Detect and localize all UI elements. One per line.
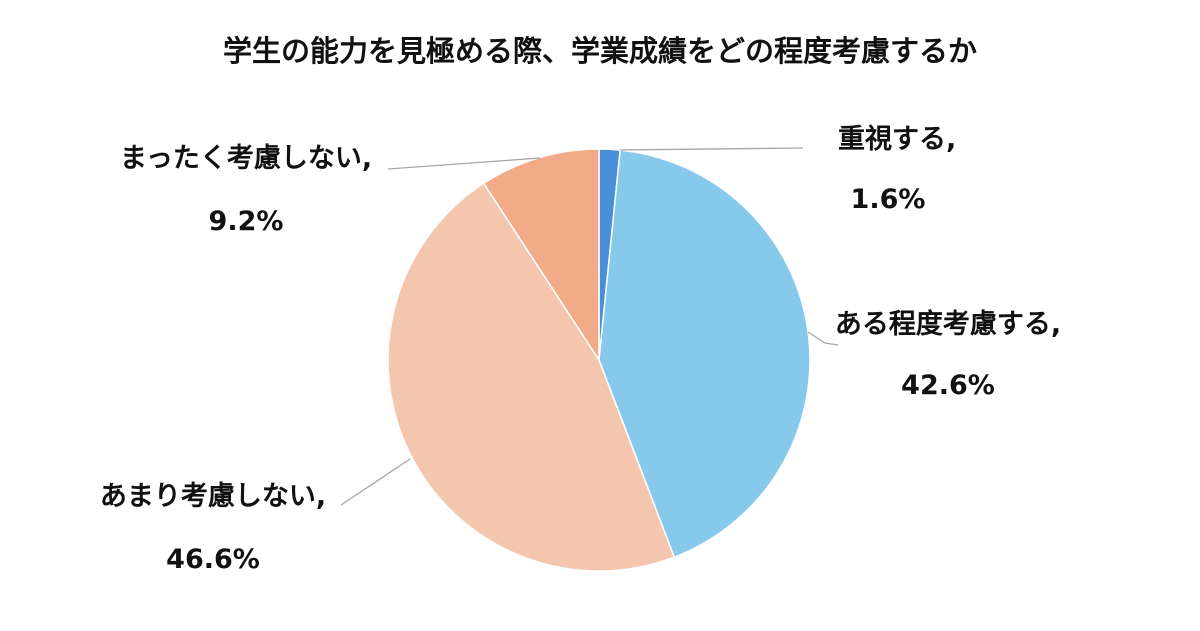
slice-value-label: 9.2% [209,206,284,237]
slice-category-label: 重視する, [838,124,956,155]
slice-value-label: 46.6% [166,544,260,575]
slice-category-label: まったく考慮しない, [120,143,372,174]
pie-slices [387,148,811,572]
leader-line [619,147,804,151]
slice-value-label: 1.6% [851,184,926,215]
leader-line [340,458,411,506]
data-labels: 重視する, 1.6% ある程度考慮する, 42.6% あまり考慮しない, 46.6% まった… [100,124,1061,575]
slice-category-label: あまり考慮しない, [100,481,326,512]
leader-line [387,157,541,170]
leader-line [807,331,839,346]
leader-lines [340,147,839,506]
chart-title: 学生の能力を見極める際、学業成績をどの程度考慮するか [223,34,977,68]
slice-value-label: 42.6% [901,370,995,401]
pie-slice [387,182,676,572]
slice-category-label: ある程度考慮する, [835,308,1061,340]
